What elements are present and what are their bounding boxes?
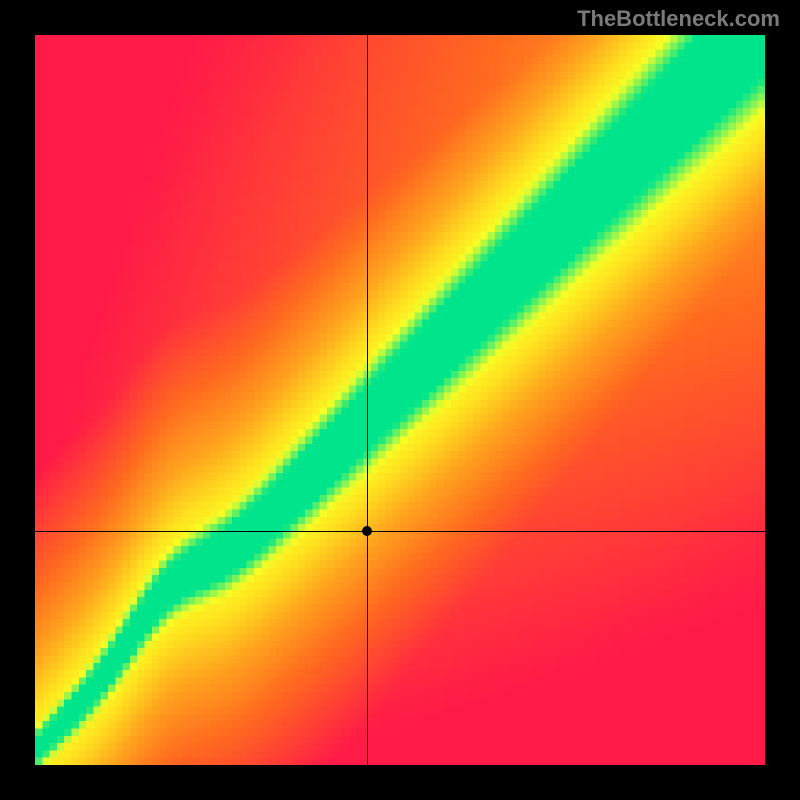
data-point-marker <box>362 526 372 536</box>
crosshair-vertical <box>367 35 368 765</box>
watermark-text: TheBottleneck.com <box>577 6 780 32</box>
plot-frame <box>35 35 765 765</box>
heatmap-canvas <box>35 35 765 765</box>
crosshair-horizontal <box>35 531 765 532</box>
chart-container: TheBottleneck.com <box>0 0 800 800</box>
